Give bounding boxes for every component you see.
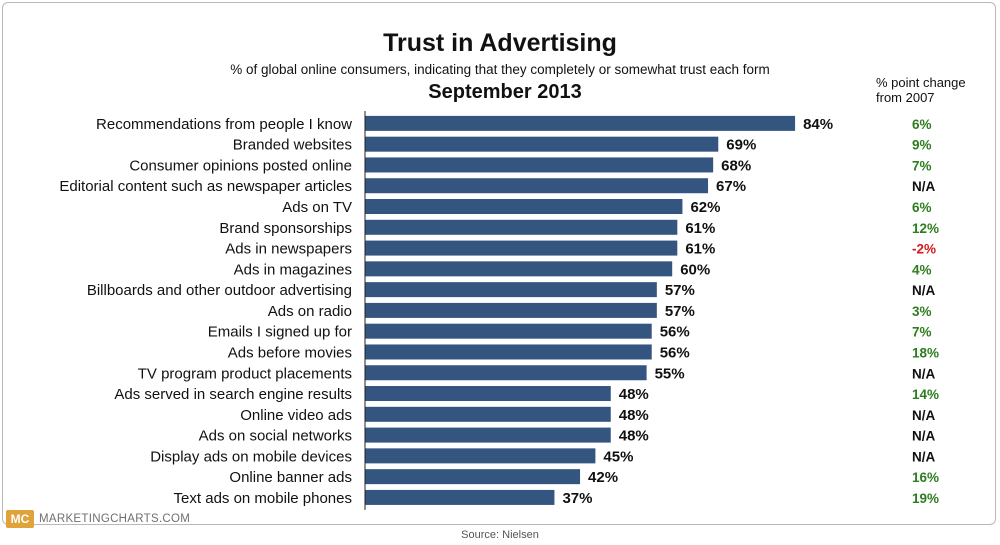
change-label: N/A xyxy=(912,449,936,464)
change-column-header: % point change from 2007 xyxy=(876,75,996,105)
change-label: -2% xyxy=(912,242,936,257)
bar xyxy=(365,261,673,277)
value-label: 45% xyxy=(603,448,633,465)
bar xyxy=(365,489,555,505)
value-label: 57% xyxy=(665,303,695,320)
category-label: Ads served in search engine results xyxy=(114,386,352,403)
category-label: Ads in magazines xyxy=(234,261,352,278)
category-label: Emails I signed up for xyxy=(208,324,352,341)
value-label: 37% xyxy=(562,490,592,507)
category-label: Editorial content such as newspaper arti… xyxy=(59,178,352,195)
change-label: 18% xyxy=(912,345,939,360)
change-label: 14% xyxy=(912,387,939,402)
category-label: Online banner ads xyxy=(229,469,352,486)
category-label: Online video ads xyxy=(240,407,352,424)
brand-name: MARKETINGCHARTS.COM xyxy=(39,513,191,525)
change-label: 12% xyxy=(912,221,939,236)
change-header-line-1: % point change xyxy=(876,75,966,90)
bar xyxy=(365,448,596,464)
bar xyxy=(365,323,652,339)
bar xyxy=(365,136,719,152)
bar xyxy=(365,115,796,131)
change-label: 3% xyxy=(912,304,932,319)
bar xyxy=(365,344,652,360)
change-label: 6% xyxy=(912,200,932,215)
bar xyxy=(365,365,647,381)
category-label: Branded websites xyxy=(233,137,352,154)
change-label: 6% xyxy=(912,117,932,132)
value-label: 68% xyxy=(721,157,751,174)
value-label: 57% xyxy=(665,282,695,299)
bar xyxy=(365,302,657,318)
change-label: 4% xyxy=(912,262,932,277)
value-label: 42% xyxy=(588,469,618,486)
chart-subtitle: % of global online consumers, indicating… xyxy=(230,62,770,77)
change-label: 7% xyxy=(912,325,932,340)
change-label: N/A xyxy=(912,408,936,423)
bar xyxy=(365,240,678,256)
value-label: 67% xyxy=(716,178,746,195)
category-label: Brand sponsorships xyxy=(219,220,352,237)
category-label: Ads on radio xyxy=(268,303,352,320)
change-label: 7% xyxy=(912,158,932,173)
category-label: Display ads on mobile devices xyxy=(150,448,352,465)
value-label: 62% xyxy=(690,199,720,216)
change-label: 16% xyxy=(912,470,939,485)
chart-title: Trust in Advertising xyxy=(383,29,617,57)
value-label: 61% xyxy=(685,241,715,258)
bar xyxy=(365,282,657,298)
category-label: Consumer opinions posted online xyxy=(129,157,352,174)
category-label: Ads on TV xyxy=(282,199,352,216)
category-label: Recommendations from people I know xyxy=(96,116,352,133)
value-label: 56% xyxy=(660,344,690,361)
change-label: 19% xyxy=(912,491,939,506)
bar xyxy=(365,386,611,402)
category-label: Ads before movies xyxy=(228,344,352,361)
bar xyxy=(365,406,611,422)
bar xyxy=(365,469,581,485)
value-label: 48% xyxy=(619,386,649,403)
value-label: 48% xyxy=(619,428,649,445)
bar xyxy=(365,219,678,235)
value-label: 84% xyxy=(803,116,833,133)
change-header-line-2: from 2007 xyxy=(876,90,935,105)
bar xyxy=(365,427,611,443)
value-label: 61% xyxy=(685,220,715,237)
marketingcharts-logo: MC xyxy=(6,510,34,528)
value-label: 55% xyxy=(655,365,685,382)
change-label: N/A xyxy=(912,283,936,298)
bar xyxy=(365,199,683,215)
bar xyxy=(365,157,714,173)
chart-date: September 2013 xyxy=(428,81,582,103)
change-label: N/A xyxy=(912,179,936,194)
category-label: TV program product placements xyxy=(138,365,352,382)
value-label: 48% xyxy=(619,407,649,424)
change-label: 9% xyxy=(912,138,932,153)
category-label: Text ads on mobile phones xyxy=(174,490,352,507)
category-label: Ads in newspapers xyxy=(225,241,352,258)
category-label: Ads on social networks xyxy=(199,428,352,445)
source-note: Source: Nielsen xyxy=(461,529,539,541)
category-label: Billboards and other outdoor advertising xyxy=(87,282,352,299)
value-label: 69% xyxy=(726,137,756,154)
change-label: N/A xyxy=(912,429,936,444)
change-label: N/A xyxy=(912,366,936,381)
bar xyxy=(365,178,709,194)
value-label: 56% xyxy=(660,324,690,341)
value-label: 60% xyxy=(680,261,710,278)
